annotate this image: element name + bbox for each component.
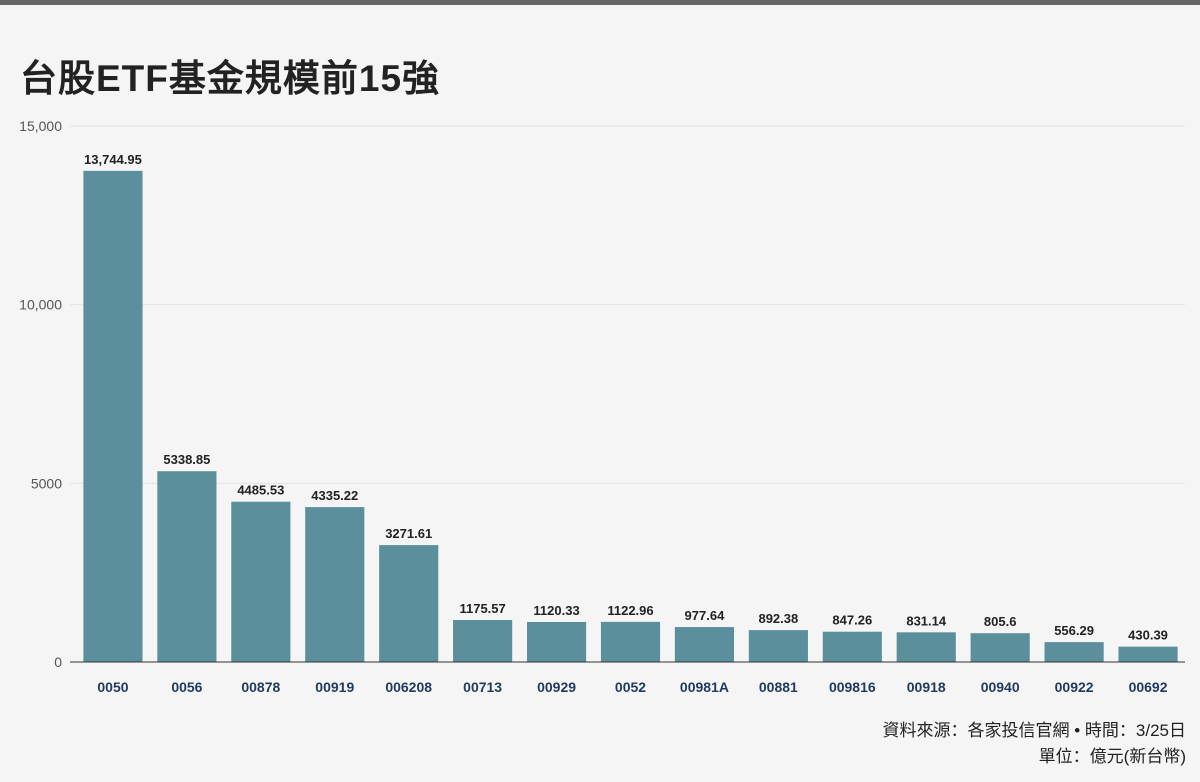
x-tick-label: 00878 [241,679,280,695]
bar [83,170,143,663]
y-tick-label: 15,000 [19,118,62,134]
bar [157,471,217,662]
bar [231,501,291,662]
bar [1118,646,1178,662]
data-label: 1175.57 [459,601,505,616]
x-tick-label: 00692 [1129,679,1168,695]
bar [748,630,808,662]
bar [1044,642,1104,662]
data-label: 13,744.95 [84,152,142,167]
data-label: 805.6 [984,614,1017,629]
x-tick-label: 00929 [537,679,576,695]
x-tick-label: 0052 [615,679,646,695]
x-tick-label: 00918 [907,679,946,695]
x-tick-label: 0056 [171,679,202,695]
chart-footer: 資料來源：各家投信官網 • 時間：3/25日 單位：億元(新台幣) [883,718,1186,770]
data-label: 847.26 [832,613,872,628]
data-label: 3271.61 [385,526,432,541]
data-label: 1122.96 [607,603,653,618]
bar [305,507,365,662]
bar [600,621,661,662]
bar [896,632,956,662]
bar [822,631,882,662]
x-tick-label: 00919 [315,679,354,695]
y-tick-label: 10,000 [19,297,62,313]
bar [526,621,587,662]
data-labels: 13,744.95 5338.85 4485.53 4335.22 3271.61 117… [84,152,1168,643]
bar [453,619,513,662]
data-label: 4335.22 [311,488,358,503]
data-label: 4485.53 [237,483,284,498]
data-label: 556.29 [1054,623,1094,638]
x-axis-ticks: 0050 0056 00878 00919 006208 00713 00929 0052 00… [97,679,1167,695]
gridlines [70,125,1185,484]
x-tick-label: 00922 [1055,679,1094,695]
x-tick-label: 00981A [680,679,729,695]
unit-note: 單位：億元(新台幣) [1038,747,1186,766]
x-tick-label: 00940 [981,679,1020,695]
source-note: 資料來源：各家投信官網 • 時間：3/25日 [882,721,1186,740]
bar [970,633,1030,662]
x-tick-label: 009816 [829,679,876,695]
chart-title: 台股ETF基金規模前15強 [20,58,441,99]
data-label: 977.64 [685,608,726,623]
top-rule [0,0,1200,5]
data-label: 5338.85 [163,452,210,467]
x-tick-label: 00881 [759,679,798,695]
bars [83,170,1178,663]
data-label: 430.39 [1128,628,1168,643]
y-tick-label: 5000 [31,475,62,491]
y-tick-label: 0 [54,654,62,670]
y-axis-ticks: 0 5000 10,000 15,000 [19,118,62,670]
data-label: 831.14 [906,613,947,628]
data-label: 1120.33 [533,603,579,618]
data-label: 892.38 [758,611,798,626]
bar [379,545,439,662]
x-tick-label: 00713 [463,679,502,695]
bar [674,627,735,662]
x-tick-label: 006208 [385,679,432,695]
x-tick-label: 0050 [97,679,128,695]
